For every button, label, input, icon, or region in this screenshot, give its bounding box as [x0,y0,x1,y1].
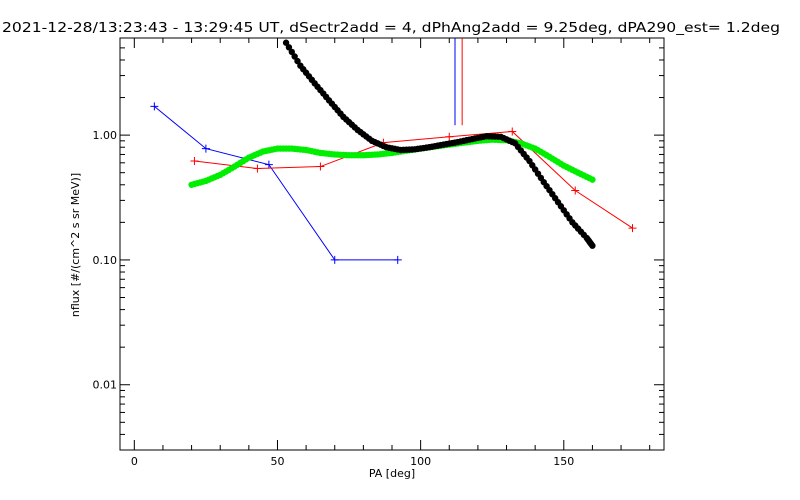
dot-marker [294,57,301,65]
plus-marker [190,157,199,166]
plus-marker [508,127,517,136]
x-tick-label: 150 [553,455,574,468]
series-layer [150,38,637,264]
series-0 [150,102,402,264]
plus-marker [264,160,273,169]
chart-title: 2021-12-28/13:23:43 - 13:29:45 UT, dSect… [2,21,780,36]
dot-marker [291,53,298,60]
x-tick-label: 100 [410,455,431,468]
plus-marker [316,162,325,171]
y-axis-label: nflux [#/(cm^2 s sr MeV)] [69,173,82,317]
dot-marker [288,48,295,56]
plus-marker [571,186,580,195]
y-tick-label: 0.10 [93,254,118,267]
y-tick-label: 0.01 [93,379,118,392]
dot-marker [589,242,596,249]
x-tick-label: 0 [131,455,138,468]
plus-marker [393,255,402,264]
plus-marker [628,224,637,233]
plus-marker [201,144,210,153]
plus-marker [253,164,262,173]
x-tick-label: 50 [270,455,284,468]
axis-ticks: 0 50 100 150 0.01 0.10 1.00 [93,38,664,468]
dot-marker [285,44,293,51]
dot-marker [589,176,596,183]
plus-marker [150,102,159,111]
plot-frame [119,37,665,451]
x-axis-label: PA [deg] [369,467,415,480]
y-tick-label: 1.00 [93,129,118,142]
plus-marker [445,132,454,141]
series-3 [282,39,596,249]
series-2 [188,136,596,188]
dot-marker [282,39,290,46]
plus-marker [330,255,339,264]
series-1 [190,127,637,233]
series-line [194,130,633,229]
